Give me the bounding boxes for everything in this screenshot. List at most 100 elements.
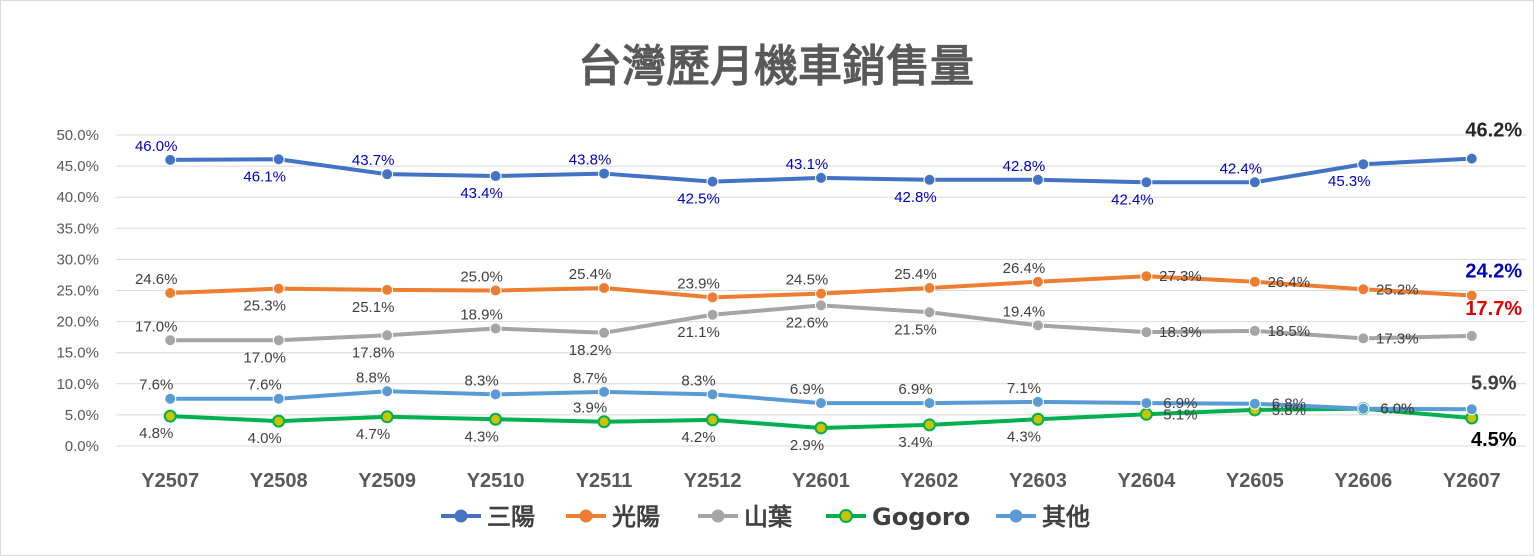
data-point [597, 415, 611, 429]
data-label: 23.9% [677, 275, 720, 292]
data-label: 4.7% [356, 426, 390, 443]
data-point [1031, 412, 1045, 426]
data-point [1357, 158, 1370, 171]
legend-marker [711, 509, 725, 523]
data-label: 25.4% [894, 266, 937, 283]
y-tick-label: 15.0% [56, 345, 99, 362]
data-point [923, 282, 936, 295]
data-label: 6.9% [898, 381, 932, 398]
data-point [381, 168, 394, 181]
data-label: 42.8% [1003, 158, 1046, 175]
data-point [272, 414, 286, 428]
legend-label: 光陽 [611, 503, 660, 531]
data-point [598, 282, 611, 295]
data-label: 42.4% [1220, 160, 1263, 177]
data-point [1465, 152, 1478, 165]
data-point [598, 167, 611, 180]
data-label: 8.8% [356, 369, 390, 386]
data-point [815, 171, 827, 184]
legend-marker [839, 509, 853, 523]
data-point [1248, 397, 1261, 410]
data-label: 45.3% [1328, 173, 1371, 190]
data-label: 25.0% [460, 269, 503, 286]
data-point [923, 173, 936, 186]
x-tick-label: Y2606 [1334, 470, 1392, 492]
data-point [1140, 326, 1153, 339]
x-tick-label: Y2509 [358, 470, 416, 492]
data-point [163, 409, 177, 423]
data-label: 25.1% [352, 299, 395, 316]
data-point [706, 388, 719, 401]
data-label: 2.9% [790, 437, 824, 454]
y-tick-label: 35.0% [56, 220, 99, 237]
data-point [164, 392, 177, 405]
data-label: 5.8% [1272, 402, 1306, 419]
data-point [922, 418, 936, 432]
data-label: 43.7% [352, 152, 395, 169]
legend-label: Gogoro [872, 503, 970, 531]
data-point [489, 412, 503, 426]
data-point [1248, 275, 1261, 288]
data-label: 7.1% [1007, 380, 1041, 397]
data-point [164, 286, 177, 299]
data-point [272, 392, 285, 405]
data-label: 4.8% [139, 425, 173, 442]
data-label: 4.3% [1007, 428, 1041, 445]
data-point [1031, 173, 1044, 186]
data-label: 8.7% [573, 370, 607, 387]
data-label: 4.2% [681, 429, 715, 446]
data-label: 6.8% [1272, 396, 1306, 413]
legend-label: 三陽 [487, 503, 535, 531]
data-point [598, 326, 611, 339]
y-tick-label: 20.0% [56, 314, 99, 331]
x-tick-label: Y2507 [141, 470, 199, 492]
data-label: 43.8% [569, 152, 612, 169]
data-label: 18.3% [1159, 324, 1202, 341]
data-point [706, 413, 720, 427]
data-label: 42.5% [677, 191, 720, 208]
data-label: 6.0% [1380, 401, 1414, 418]
data-label: 46.1% [243, 168, 286, 185]
data-point [272, 282, 285, 295]
data-label: 4.3% [465, 428, 499, 445]
data-point [1031, 319, 1044, 332]
data-label: 17.0% [135, 318, 178, 335]
data-point [815, 287, 827, 300]
y-tick-label: 30.0% [56, 251, 99, 268]
x-tick-label: Y2511 [576, 470, 633, 492]
data-label: 18.2% [569, 342, 612, 359]
y-tick-label: 5.0% [65, 407, 99, 424]
data-point [380, 410, 394, 424]
data-point [381, 385, 394, 398]
y-tick-label: 10.0% [56, 376, 99, 393]
x-tick-label: Y2604 [1117, 470, 1176, 492]
data-point [272, 153, 285, 166]
data-label: 18.9% [460, 306, 503, 323]
data-label: 19.4% [1003, 303, 1046, 320]
x-tick-label: Y2508 [250, 470, 308, 492]
data-label: 17.7% [1465, 298, 1522, 320]
data-label: 21.5% [894, 321, 937, 338]
data-point [706, 308, 719, 321]
x-tick-label: Y2602 [901, 470, 959, 492]
data-label: 17.3% [1376, 330, 1419, 347]
y-tick-label: 25.0% [56, 283, 99, 300]
data-label: 5.9% [1471, 372, 1517, 394]
data-label: 42.4% [1111, 191, 1154, 208]
data-point [164, 153, 177, 166]
data-point [489, 284, 502, 297]
data-point [1248, 176, 1261, 189]
chart-title: 台灣歷月機車銷售量 [578, 41, 974, 92]
data-point [381, 329, 394, 342]
data-point [489, 322, 502, 335]
data-label: 4.5% [1471, 429, 1517, 451]
data-point [1031, 395, 1044, 408]
data-label: 46.2% [1465, 120, 1522, 142]
data-label: 17.8% [352, 344, 395, 361]
data-label: 46.0% [135, 138, 178, 155]
x-tick-label: Y2510 [467, 470, 525, 492]
data-label: 43.1% [786, 156, 829, 173]
data-point [814, 421, 828, 435]
x-tick-label: Y2601 [792, 470, 850, 492]
